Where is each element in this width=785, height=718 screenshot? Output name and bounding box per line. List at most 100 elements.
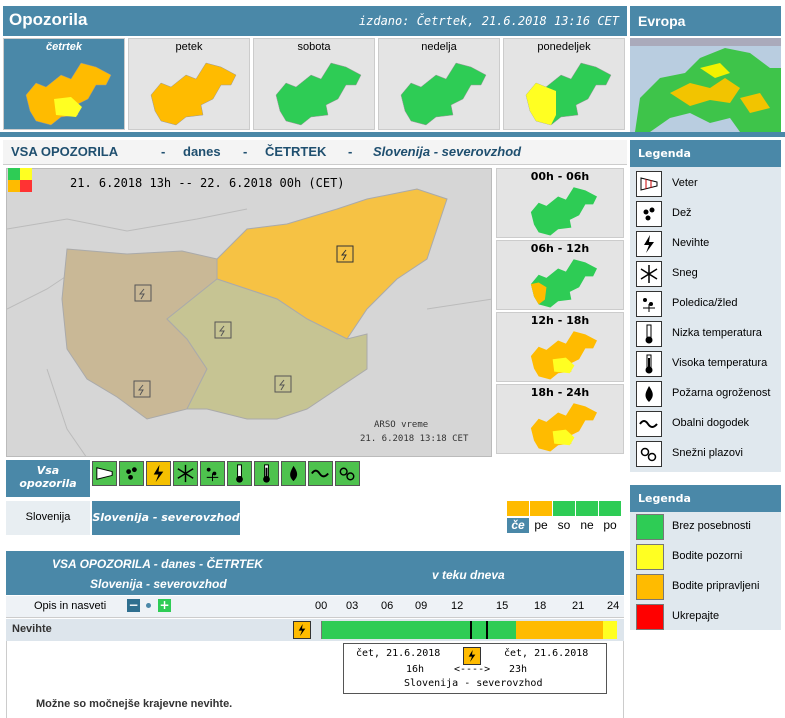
region-slovenija[interactable]: Slovenija (6, 501, 90, 535)
category-all-warnings[interactable]: Vsa opozorila (6, 460, 90, 497)
tick-label: 00 (315, 600, 328, 612)
legend-label: Dež (672, 207, 692, 219)
wind-icon[interactable] (92, 461, 117, 486)
title-day: ČETRTEK (265, 144, 327, 159)
legend-label: Ukrepajte (672, 610, 720, 622)
rain-icon (636, 201, 662, 227)
mini-bar-1 (530, 501, 552, 516)
timeline-orange-segment[interactable] (516, 621, 603, 639)
tab-day-4[interactable]: ponedeljek (503, 38, 625, 130)
legend-label: Brez posebnosti (672, 520, 751, 532)
legend-title: Legenda (630, 140, 781, 167)
mini-day-label[interactable]: so (557, 518, 571, 532)
timeline-yellow-segment[interactable] (603, 621, 617, 639)
time-scale: Opis in nasveti − + 00 03 06 09 12 15 18… (6, 596, 624, 618)
europe-header[interactable]: Evropa (630, 6, 781, 36)
legend-label: Snežni plazovi (672, 447, 743, 459)
color-swatch (636, 604, 664, 630)
title-sep: - (348, 144, 353, 159)
tab-day-3[interactable]: nedelja (378, 38, 500, 130)
time-marker (470, 621, 472, 639)
main-warning-map[interactable] (6, 168, 492, 457)
tooltip-arrow: <----> (454, 664, 491, 675)
thunderstorm-icon (463, 647, 481, 665)
europe-map[interactable] (630, 38, 781, 132)
thunderstorm-icon (636, 231, 662, 257)
warning-description: Možne so močnejše krajevne nevihte. (36, 698, 233, 710)
tooltip-hour-to: 23h (509, 664, 528, 675)
mini-day-label[interactable]: če (507, 518, 529, 533)
slovenia-map-thumb (275, 62, 362, 126)
thunderstorm-icon[interactable] (146, 461, 171, 486)
category-label-2: opozorila (19, 477, 77, 490)
tab-day-1[interactable]: petek (128, 38, 250, 130)
rain-icon[interactable] (119, 461, 144, 486)
thunderstorm-icon[interactable] (293, 621, 311, 639)
title-sep: - (161, 144, 166, 159)
period-1[interactable]: 06h - 12h (496, 240, 624, 310)
tick-label: 09 (415, 600, 428, 612)
daily-during: v teku dneva (432, 568, 505, 582)
mini-day-label[interactable]: pe (534, 518, 548, 532)
timeline-label: Nevihte (12, 623, 52, 635)
region-severovzhod[interactable]: Slovenija - severovzhod (92, 501, 240, 535)
timeline-green-segment[interactable] (321, 621, 516, 639)
tick-label: 24 (607, 600, 620, 612)
tab-day-label: ponedeljek (537, 41, 591, 53)
tick-label: 03 (346, 600, 359, 612)
divider (623, 641, 624, 718)
avalanche-icon (636, 441, 662, 467)
tick-label: 18 (534, 600, 547, 612)
tab-day-2[interactable]: sobota (253, 38, 375, 130)
map-date-range: 21. 6.2018 13h -- 22. 6.2018 00h (CET) (70, 176, 345, 190)
europe-title[interactable]: Evropa (638, 13, 686, 29)
daily-title: VSA OPOZORILA - danes - ČETRTEK (52, 557, 263, 571)
period-3[interactable]: 18h - 24h (496, 384, 624, 454)
page-title: Opozorila (9, 10, 88, 29)
dot-icon (146, 603, 151, 608)
title-today: danes (183, 144, 221, 159)
snow-icon (636, 261, 662, 287)
coastal-event-icon[interactable] (308, 461, 333, 486)
slovenia-map-thumb (25, 62, 112, 126)
legend-label: Poledica/žled (672, 297, 738, 309)
tooltip-to: čet, 21.6.2018 (504, 648, 589, 659)
map-note: ARSO vreme 21. 6.2018 13:18 CET (360, 418, 468, 446)
tab-day-0[interactable]: četrtek (3, 38, 125, 130)
mini-day-label[interactable]: ne (580, 518, 594, 532)
tick-label: 15 (496, 600, 509, 612)
legend-label: Požarna ogroženost (672, 387, 771, 399)
legend-icons: Veter Dež Nevihte Sneg Poledica/žled Niz… (630, 167, 781, 472)
tooltip-from: čet, 21.6.2018 (356, 648, 441, 659)
mini-bar-2 (553, 501, 575, 516)
day-tabs: četrtek petek sobota nedelja ponedeljek (3, 38, 627, 130)
tooltip-hour-from: 16h (406, 664, 425, 675)
period-label: 00h - 06h (530, 170, 590, 183)
low-temperature-icon (636, 321, 662, 347)
period-0[interactable]: 00h - 06h (496, 168, 624, 238)
legend-label: Sneg (672, 267, 698, 279)
map-credit: ARSO vreme (374, 420, 429, 430)
tab-day-label: četrtek (45, 41, 83, 53)
collapse-button[interactable]: − (127, 598, 140, 612)
tab-day-label: sobota (297, 41, 331, 53)
mini-day-label[interactable]: po (603, 518, 617, 532)
legend-label: Visoka temperatura (672, 357, 768, 369)
expand-button[interactable]: + (158, 598, 171, 612)
tab-day-label: nedelja (421, 41, 457, 53)
legend-label: Nizka temperatura (672, 327, 762, 339)
title-sep: - (243, 144, 248, 159)
wind-icon (636, 171, 662, 197)
high-temperature-icon[interactable] (254, 461, 279, 486)
forest-fire-icon[interactable] (281, 461, 306, 486)
legend-title: Legenda (630, 485, 781, 512)
avalanche-icon[interactable] (335, 461, 360, 486)
slovenia-map-thumb (400, 62, 487, 126)
ice-icon[interactable] (200, 461, 225, 486)
daily-region: Slovenija - severovzhod (90, 577, 227, 591)
period-2[interactable]: 12h - 18h (496, 312, 624, 382)
snow-icon[interactable] (173, 461, 198, 486)
color-swatch (636, 544, 664, 570)
timeline-row: Nevihte (6, 619, 624, 641)
low-temperature-icon[interactable] (227, 461, 252, 486)
